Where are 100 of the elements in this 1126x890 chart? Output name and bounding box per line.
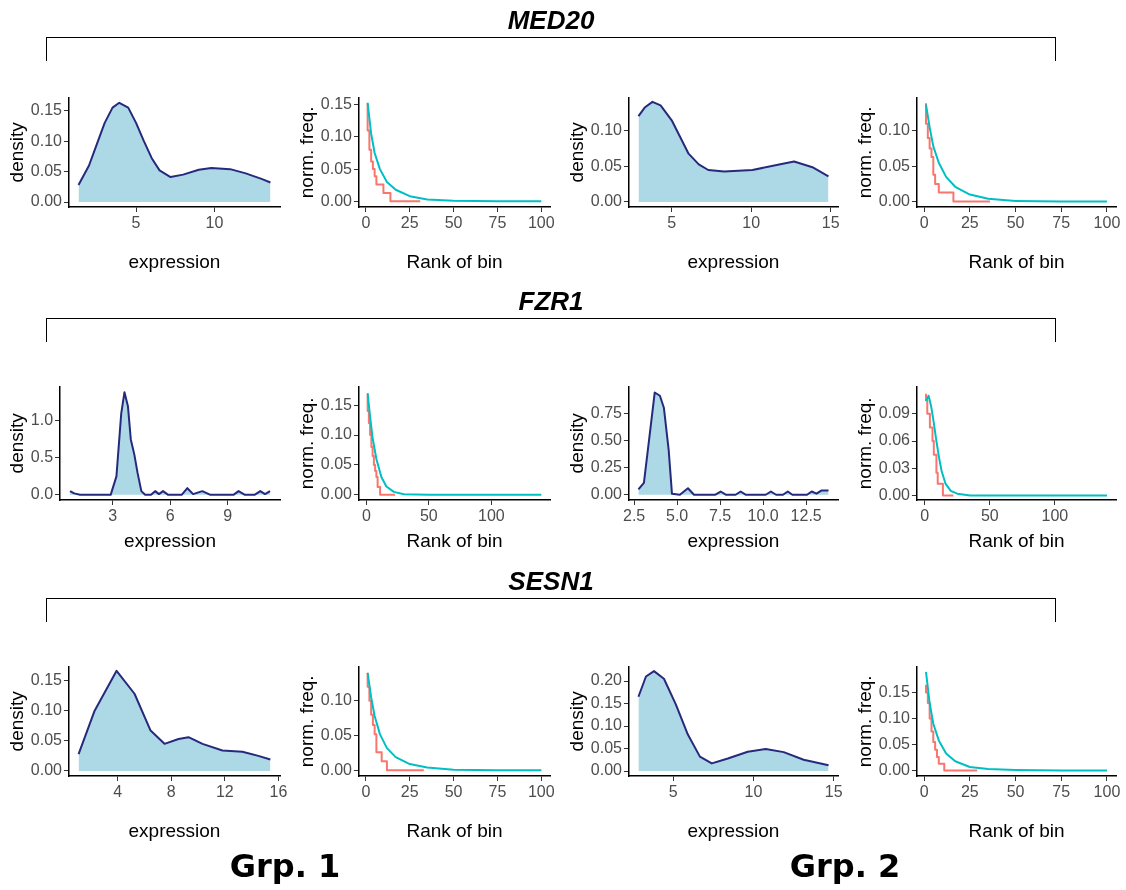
y-axis-title: norm. freq. [295,106,317,199]
x-tick-label: 100 [477,507,505,525]
x-tick-label: 25 [400,214,419,232]
x-tick-label: 50 [444,214,463,232]
x-axis-title: Rank of bin [968,819,1065,841]
y-tick-label: 0.05 [30,731,63,749]
x-tick-label: 10 [742,214,761,232]
y-tick-label: 0.15 [590,693,623,711]
x-axis-title: Rank of bin [968,529,1065,551]
x-tick-label: 25 [400,783,419,801]
x-tick-label: 12 [215,783,234,801]
text: SESN1 [507,566,595,597]
x-tick-label: 9 [223,507,233,525]
x-tick-label: 5.0 [665,507,689,525]
y-tick-label: 0.10 [320,127,353,145]
x-tick-label: 100 [1093,214,1121,232]
x-tick-label: 50 [1006,214,1025,232]
x-axis-title: expression [128,819,221,841]
y-axis-title: norm. freq. [853,106,875,199]
x-tick-label: 7.5 [709,507,732,525]
x-tick-label: 6 [165,507,175,525]
y-tick-label: 0.05 [878,156,911,174]
y-tick-label: 0.0 [30,485,54,503]
y-axis-title: density [565,121,587,183]
y-tick-label: 0.05 [320,159,353,177]
y-tick-label: 0.00 [590,485,623,503]
y-tick-label: 0.00 [878,761,911,778]
y-axis-title: density [5,121,27,183]
x-tick-label: 10 [744,783,763,801]
y-tick-label: 0.00 [590,761,623,779]
y-tick-label: 0.20 [590,671,623,689]
y-tick-label: 0.10 [878,121,911,139]
x-tick-label: 50 [980,507,999,525]
x-tick-label: 75 [1052,783,1071,801]
y-tick-label: 0.05 [590,156,623,174]
y-tick-label: 0.5 [30,448,54,466]
x-tick-label: 100 [1041,507,1069,525]
x-axis-title: expression [687,250,780,272]
y-tick-label: 0.03 [878,458,911,476]
y-tick-label: 0.00 [320,760,353,778]
y-axis-title: density [565,412,587,474]
y-tick-label: 0.10 [878,709,911,726]
text: Grp. 2 [788,847,902,885]
x-tick-label: 50 [1006,783,1025,801]
x-tick-label: 0 [919,214,929,232]
y-tick-label: 0.00 [878,192,911,210]
x-axis-title: expression [128,250,221,272]
x-tick-label: 50 [444,783,463,801]
x-tick-label: 0 [361,507,371,525]
y-tick-label: 0.15 [878,683,911,700]
y-tick-label: 0.10 [320,425,353,443]
x-tick-label: 16 [269,783,288,801]
x-tick-label: 5 [668,783,678,801]
y-tick-label: 0.15 [320,395,353,413]
y-tick-label: 0.05 [30,161,63,179]
y-tick-label: 0.06 [878,431,911,449]
y-tick-label: 0.05 [590,738,623,756]
y-axis-title: norm. freq. [853,397,875,490]
y-tick-label: 0.05 [320,455,353,473]
y-tick-label: 1.0 [30,411,54,429]
x-axis-title: expression [124,529,216,551]
y-axis-title: norm. freq. [295,675,317,768]
x-tick-label: 12.5 [790,507,822,525]
x-tick-label: 5 [667,214,677,232]
x-tick-label: 10 [205,214,224,232]
y-tick-label: 0.10 [590,121,623,139]
x-tick-label: 100 [1093,783,1121,801]
y-tick-label: 0.10 [590,716,623,734]
y-tick-label: 0.00 [320,191,353,209]
y-tick-label: 0.00 [30,192,63,210]
y-tick-label: 0.50 [590,430,623,448]
y-axis-title: density [5,412,27,474]
x-tick-label: 0 [919,783,929,801]
y-tick-label: 0.75 [590,403,623,421]
x-tick-label: 0 [920,507,930,525]
x-tick-label: 25 [960,214,979,232]
x-tick-label: 8 [166,783,176,801]
y-tick-label: 0.00 [30,761,63,779]
y-tick-label: 0.10 [30,701,63,719]
x-tick-label: 0 [361,214,371,232]
x-tick-label: 75 [1052,214,1071,232]
y-tick-label: 0.00 [590,192,623,210]
y-tick-label: 0.05 [320,725,353,743]
x-tick-label: 100 [527,214,555,232]
x-tick-label: 0 [361,783,371,801]
text: FZR1 [517,286,585,317]
y-axis-title: norm. freq. [295,397,317,490]
x-tick-label: 75 [488,214,507,232]
y-tick-label: 0.00 [878,485,911,503]
x-axis-title: Rank of bin [406,529,503,551]
y-tick-label: 0.15 [320,95,353,113]
text: Grp. 1 [228,847,342,885]
x-axis-title: Rank of bin [406,250,503,272]
x-axis-title: Rank of bin [406,819,503,841]
x-tick-label: 100 [527,783,555,801]
x-tick-label: 4 [113,783,123,801]
x-tick-label: 15 [821,214,840,232]
y-tick-label: 0.15 [30,101,63,119]
y-tick-label: 0.10 [320,691,353,709]
x-tick-label: 3 [108,507,118,525]
